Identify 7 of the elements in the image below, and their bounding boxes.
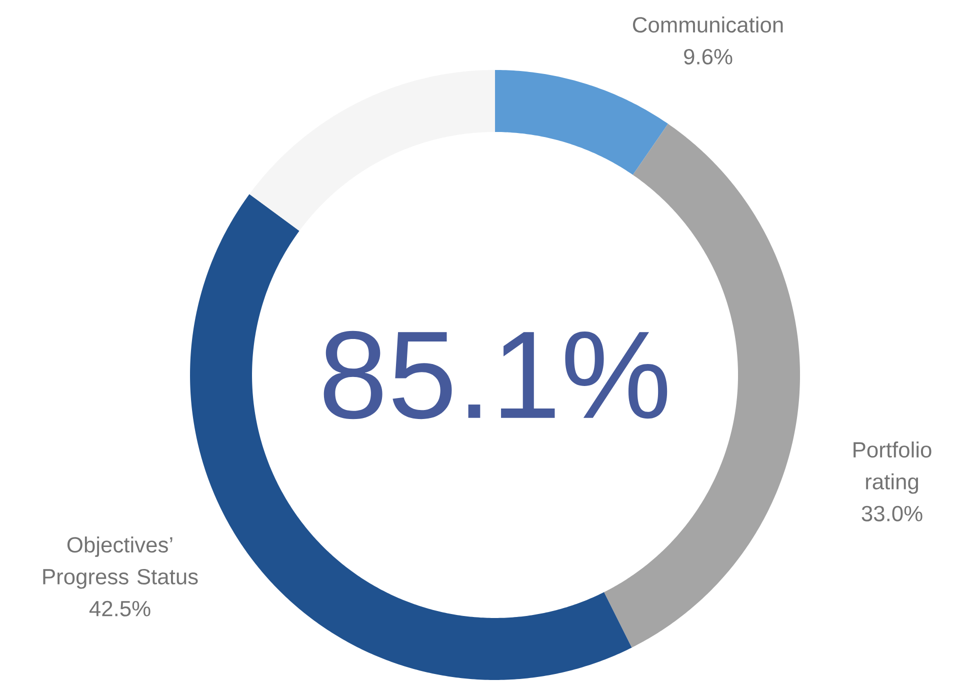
slice-label: Objectives’ Progress Status bbox=[43, 536, 198, 589]
data-label: 42.5% bbox=[89, 600, 150, 616]
data-label: 9.6% bbox=[684, 48, 732, 64]
data-label: 33.0% bbox=[862, 506, 922, 522]
text: 85.1% bbox=[324, 330, 668, 420]
slice-label: Portfolio rating bbox=[854, 441, 932, 494]
slice-label: Communication bbox=[632, 16, 783, 33]
